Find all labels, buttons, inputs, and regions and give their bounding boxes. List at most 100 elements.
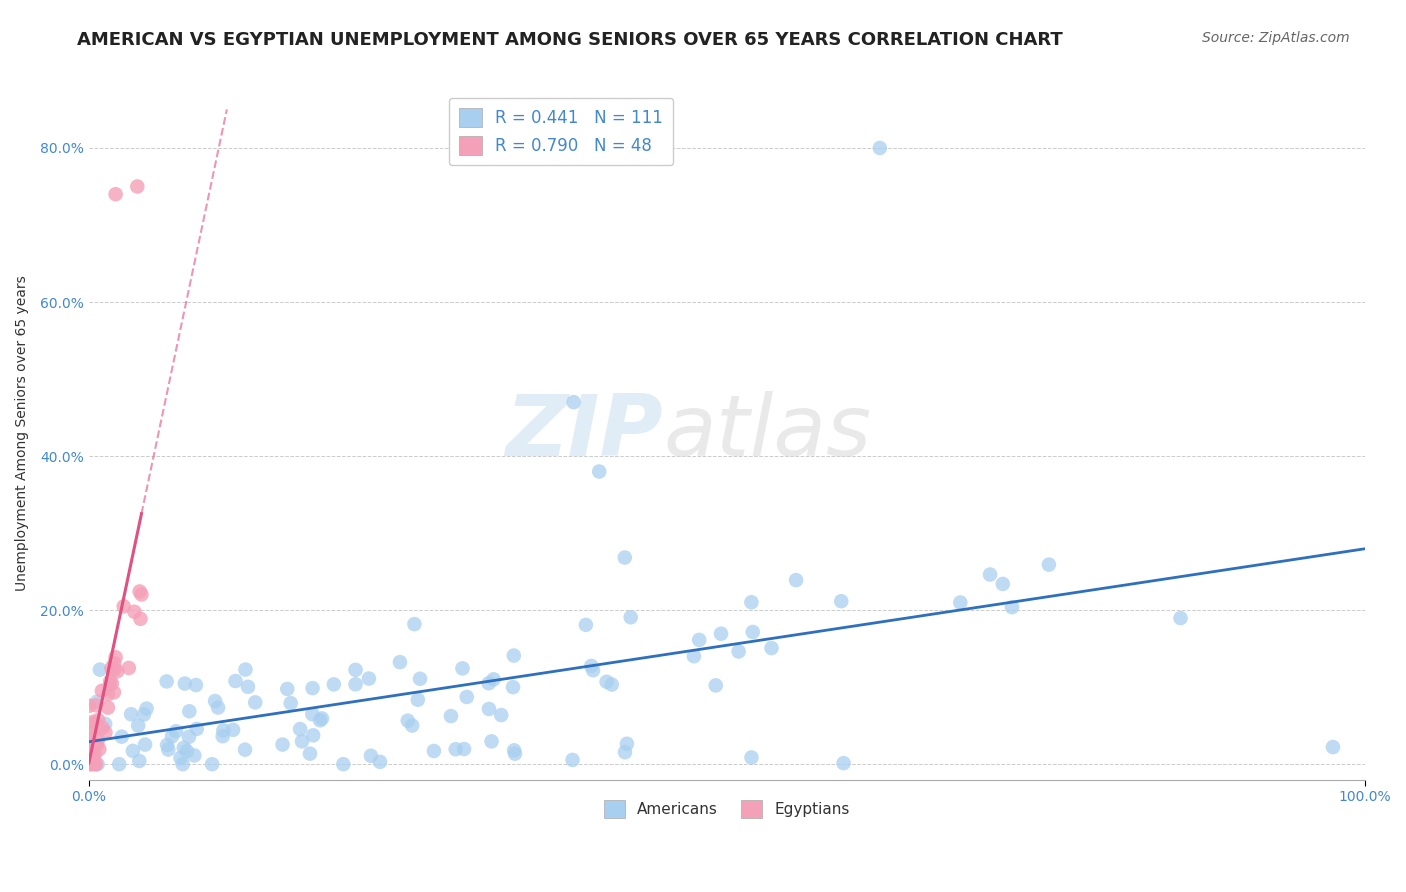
Point: [204, 694, 226, 708]
Point: [301, 681, 323, 695]
Point: [121, 744, 143, 758]
Point: [1170, 611, 1192, 625]
Point: [298, 747, 321, 761]
Point: [80, 725, 103, 739]
Point: [444, 742, 467, 756]
Point: [727, 644, 749, 658]
Point: [302, 728, 325, 742]
Point: [588, 465, 610, 479]
Point: [478, 702, 501, 716]
Point: [451, 661, 474, 675]
Point: [118, 661, 141, 675]
Point: [87, 713, 110, 727]
Point: [104, 650, 127, 665]
Point: [704, 678, 727, 692]
Point: [89, 742, 111, 756]
Point: [89, 663, 111, 677]
Point: [406, 692, 429, 706]
Point: [84, 757, 107, 772]
Point: [87, 733, 110, 747]
Point: [1001, 600, 1024, 615]
Point: [82, 714, 104, 729]
Point: [132, 707, 155, 722]
Point: [160, 730, 183, 744]
Point: [103, 663, 125, 677]
Point: [979, 567, 1001, 582]
Point: [276, 681, 298, 696]
Point: [683, 649, 706, 664]
Point: [423, 744, 446, 758]
Point: [502, 648, 524, 663]
Point: [156, 738, 179, 752]
Point: [156, 674, 179, 689]
Point: [172, 757, 194, 772]
Point: [79, 731, 101, 745]
Point: [830, 594, 852, 608]
Point: [740, 750, 762, 764]
Point: [357, 672, 380, 686]
Point: [482, 673, 505, 687]
Point: [222, 723, 245, 737]
Point: [131, 587, 153, 601]
Point: [79, 744, 101, 758]
Point: [173, 740, 195, 755]
Text: atlas: atlas: [664, 392, 870, 475]
Point: [179, 704, 201, 718]
Point: [271, 738, 294, 752]
Point: [90, 684, 112, 698]
Point: [614, 745, 637, 759]
Point: [388, 655, 411, 669]
Point: [100, 661, 122, 675]
Point: [77, 741, 100, 756]
Point: [77, 698, 100, 713]
Point: [212, 723, 235, 738]
Point: [82, 737, 104, 751]
Point: [86, 757, 108, 772]
Point: [94, 725, 117, 739]
Point: [201, 757, 224, 772]
Point: [235, 663, 257, 677]
Point: [127, 718, 149, 732]
Point: [404, 617, 426, 632]
Point: [562, 395, 585, 409]
Point: [134, 738, 156, 752]
Point: [456, 690, 478, 704]
Point: [80, 750, 103, 764]
Point: [98, 678, 121, 692]
Point: [177, 730, 200, 744]
Point: [108, 757, 131, 772]
Text: AMERICAN VS EGYPTIAN UNEMPLOYMENT AMONG SENIORS OVER 65 YEARS CORRELATION CHART: AMERICAN VS EGYPTIAN UNEMPLOYMENT AMONG …: [77, 31, 1063, 49]
Point: [740, 595, 762, 609]
Point: [453, 742, 475, 756]
Point: [124, 605, 146, 619]
Point: [688, 632, 710, 647]
Point: [236, 680, 259, 694]
Point: [207, 700, 229, 714]
Legend: Americans, Egyptians: Americans, Egyptians: [598, 794, 856, 824]
Point: [620, 610, 643, 624]
Point: [309, 714, 332, 728]
Point: [440, 709, 463, 723]
Point: [84, 698, 107, 713]
Point: [169, 751, 191, 765]
Y-axis label: Unemployment Among Seniors over 65 years: Unemployment Among Seniors over 65 years: [15, 275, 30, 591]
Point: [91, 721, 114, 735]
Point: [344, 663, 367, 677]
Point: [186, 722, 208, 736]
Point: [595, 674, 617, 689]
Point: [103, 657, 125, 671]
Point: [224, 673, 246, 688]
Point: [97, 700, 120, 714]
Point: [128, 754, 150, 768]
Point: [280, 696, 302, 710]
Point: [360, 748, 382, 763]
Point: [613, 550, 636, 565]
Point: [127, 179, 149, 194]
Point: [785, 573, 807, 587]
Point: [1038, 558, 1060, 572]
Point: [111, 730, 134, 744]
Point: [344, 677, 367, 691]
Point: [582, 663, 605, 677]
Point: [245, 695, 267, 709]
Point: [311, 711, 333, 725]
